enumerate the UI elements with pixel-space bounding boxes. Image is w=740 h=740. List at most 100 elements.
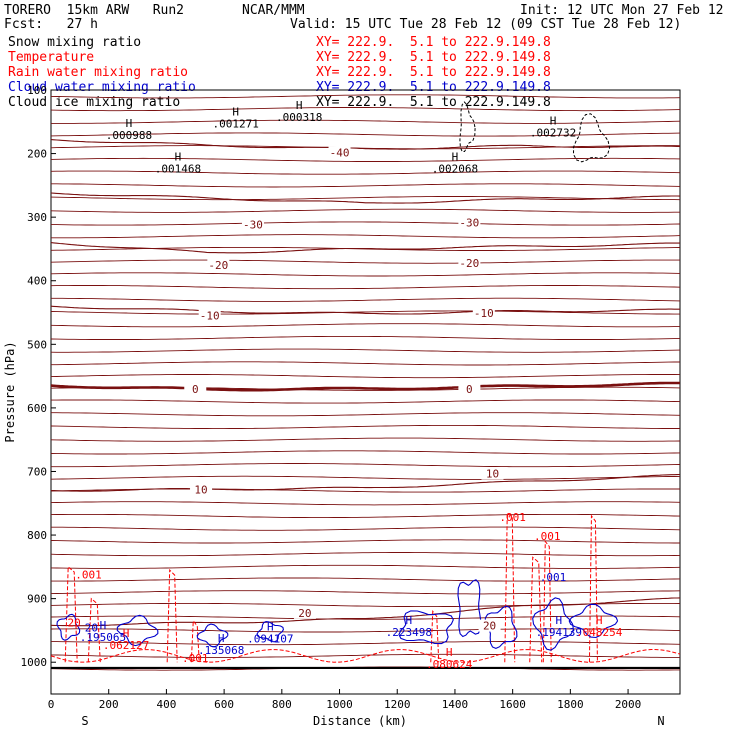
rain-water-contour [87,597,101,663]
rain-water-contour [430,609,440,663]
extremum-value: .135068 [198,644,244,657]
y-tick-label: 400 [27,275,47,288]
y-tick-label: 900 [27,593,47,606]
pressure-contour-line [50,272,681,277]
pressure-contour-line [50,107,681,112]
isotherm-line [50,381,680,392]
extremum-marker: H [175,151,182,164]
pressure-contour-line [50,94,681,99]
legend-field-name: Snow mixing ratio [8,35,142,50]
isotherm-label: -40 [330,147,350,160]
contour-value-label: .001 [182,652,209,665]
pressure-contour-line [50,208,680,213]
extremum-marker: H [123,627,130,640]
pressure-contour-line [51,119,681,124]
extremum-marker: H [405,614,412,627]
isotherm-label: -20 [459,257,479,270]
x-tick-label: 400 [156,698,176,711]
legend-field-name: Temperature [8,50,95,65]
pressure-contour-line [51,526,681,531]
x-tick-label: 1200 [384,698,411,711]
y-tick-label: 800 [27,529,47,542]
extremum-marker: H [596,614,603,627]
contour-value-label: .001 [540,571,567,584]
isotherm-line [50,139,681,150]
pressure-contour-line [51,234,681,239]
rain-water-contour [588,514,598,663]
legend-field-name: Cloud water mixing ratio [8,80,196,95]
x-tick-label: 2000 [615,698,642,711]
pressure-contour-line [50,475,681,480]
isotherm-label: -10 [474,307,494,320]
isotherm-label: 20 [298,607,311,620]
cloud-water-contour [568,603,619,639]
legend-xy-range: XY= 222.9. 5.1 to 222.9.149.8 [316,80,551,95]
y-tick-label: 500 [27,338,47,351]
isotherm-label-bg [198,309,221,322]
isotherm-label-bg [207,259,230,272]
isotherm-line [50,473,681,492]
pressure-contour-line [50,513,681,519]
pressure-contour-line [50,564,681,569]
legend-xy-range: XY= 222.9. 5.1 to 222.9.149.8 [316,50,551,65]
extremum-value: .001468 [155,163,201,176]
rain-water-contour [64,565,78,663]
pressure-contour-line [50,323,680,328]
pressure-contour-line [50,259,680,264]
legend-xy-range: XY= 222.9. 5.1 to 222.9.149.8 [316,95,551,110]
cloud-ice-contour [572,113,611,163]
pressure-contour-line [50,628,681,633]
valid-time: Valid: 15 UTC Tue 28 Feb 12 (09 CST Tue … [290,17,682,32]
x-tick-label: 1800 [557,698,584,711]
cloud-water-contour [56,613,81,641]
contour-value-label: 20 [67,617,80,630]
extremum-marker: H [446,646,453,659]
extremum-value: .080624 [426,658,473,671]
pressure-contour-line [51,221,681,226]
isotherm-label-bg [241,218,264,231]
pressure-contour-line [51,297,681,302]
isotherm-line [50,597,681,627]
y-tick-label: 600 [27,402,47,415]
x-tick-label: 1600 [499,698,526,711]
pressure-contour-line [50,374,681,379]
extremum-value: .001271 [212,117,258,130]
extremum-marker: H [126,117,133,130]
extremum-value: .094107 [247,632,293,645]
cloud-water-contour [196,623,229,648]
isotherm-line [50,305,680,315]
x-tick-label: 0 [48,698,55,711]
isotherm-label-bg [190,483,213,496]
legend-xy-range: XY= 222.9. 5.1 to 222.9.149.8 [316,35,551,50]
isotherm-line [50,242,680,254]
x-tick-label: 1400 [442,698,469,711]
pressure-contour-line [50,170,681,175]
extremum-value: .223498 [386,626,432,639]
pressure-contour-line [50,437,681,442]
isotherm-label-bg [481,467,504,480]
isotherm-label-bg [293,606,316,619]
pressure-contour-line [50,424,680,430]
north-end-label: N [657,714,664,728]
y-tick-label: 700 [27,465,47,478]
extremum-value: .000318 [276,111,322,124]
pressure-contour-line [50,653,680,658]
extremum-marker: H [556,614,563,627]
isotherm-label-bg [458,216,481,229]
extremum-value: .062127 [103,639,149,652]
rain-water-contour [190,619,200,663]
contour-value-label: .001 [499,511,526,524]
pressure-contour-line [51,399,681,404]
isotherm-label-bg [478,619,501,632]
organization-label: NCAR/MMM [242,3,305,18]
isotherm-label: 10 [194,484,207,497]
pressure-contour-line [51,412,681,417]
pressure-contour-line [50,539,680,544]
pressure-contour-line [50,310,680,315]
isotherm-label-bg [458,257,481,270]
chart-header: TORERO 15km ARW Run2 NCAR/MMM Init: 12 U… [0,0,740,110]
extremum-marker: H [218,632,225,645]
isotherm-label: -30 [243,218,263,231]
rain-water-contour [529,556,543,663]
